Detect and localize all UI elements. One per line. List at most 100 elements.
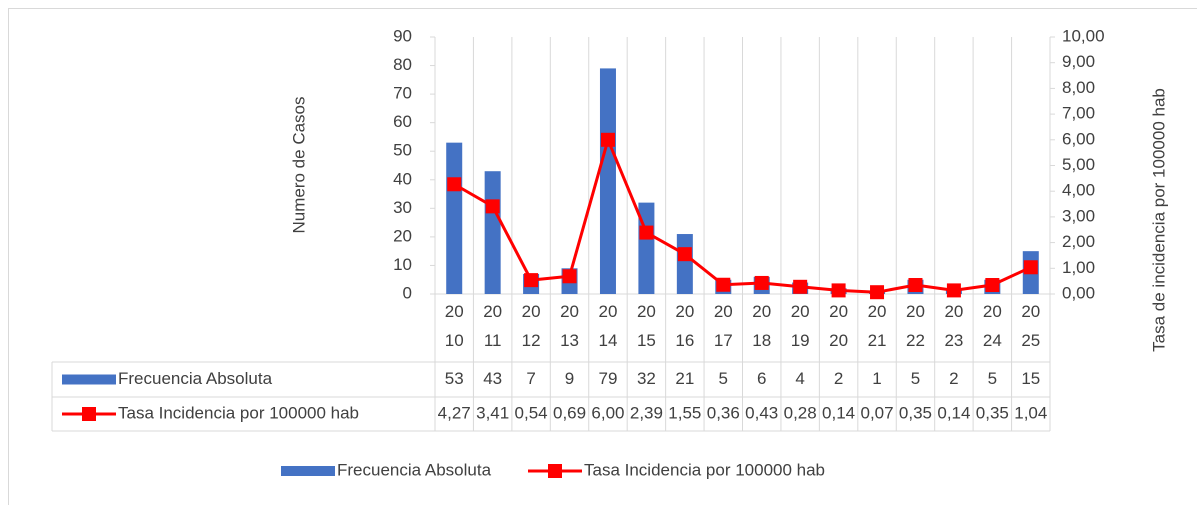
legend-key-marker xyxy=(548,464,562,478)
table-value: 2 xyxy=(949,369,958,388)
table-value: 6,00 xyxy=(591,403,624,422)
y2-tick-label: 10,00 xyxy=(1062,26,1105,45)
table-series-name: Frecuencia Absoluta xyxy=(118,369,273,388)
x-tick-label: 2010 xyxy=(444,302,464,350)
x-tick-label: 2022 xyxy=(906,302,925,350)
table-value: 5 xyxy=(911,369,920,388)
table-value: 0,07 xyxy=(860,403,893,422)
y2-axis-title: Tasa de incidencia por 100000 hab xyxy=(1149,88,1168,352)
y-tick-label: 90 xyxy=(393,26,412,45)
table-value: 3,41 xyxy=(476,403,509,422)
y-tick-label: 50 xyxy=(393,141,412,160)
x-tick-label: 2016 xyxy=(675,302,695,350)
table-value: 5 xyxy=(988,369,997,388)
bar xyxy=(676,234,693,294)
table-value: 21 xyxy=(675,369,694,388)
y2-tick-label: 1,00 xyxy=(1062,258,1095,277)
legend-key xyxy=(281,466,335,476)
y2-tick-label: 5,00 xyxy=(1062,155,1095,174)
table-legend-key xyxy=(62,374,116,385)
line-marker xyxy=(485,199,500,214)
table-value: 0,69 xyxy=(553,403,586,422)
table-value: 15 xyxy=(1021,369,1040,388)
line-marker xyxy=(754,275,769,290)
line-marker xyxy=(1023,260,1038,275)
line-marker xyxy=(793,279,808,294)
line xyxy=(453,135,1032,294)
y2-tick-label: 7,00 xyxy=(1062,104,1095,123)
line-marker xyxy=(600,132,615,147)
table-value: 0,14 xyxy=(822,403,855,422)
bar xyxy=(599,68,616,295)
x-tick-label: 2021 xyxy=(867,302,887,350)
x-tick-label: 2014 xyxy=(598,302,618,350)
x-tick-label: 2019 xyxy=(790,302,810,350)
x-tick-label: 2025 xyxy=(1021,302,1041,350)
table-value: 6 xyxy=(757,369,766,388)
line-marker xyxy=(870,285,885,300)
table-value: 1 xyxy=(872,369,881,388)
table-value: 4 xyxy=(795,369,804,388)
table-value: 0,36 xyxy=(707,403,740,422)
bar xyxy=(446,142,463,294)
chart-border xyxy=(8,8,1197,505)
table-value: 0,35 xyxy=(976,403,1009,422)
bar xyxy=(484,171,501,294)
y-tick-label: 40 xyxy=(393,169,412,188)
y2-tick-label: 0,00 xyxy=(1062,283,1095,302)
table-value: 0,43 xyxy=(745,403,778,422)
table-value: 0,28 xyxy=(784,403,817,422)
line-marker xyxy=(831,283,846,298)
y-tick-label: 70 xyxy=(393,84,412,103)
y-tick-label: 30 xyxy=(393,198,412,217)
y2-tick-label: 2,00 xyxy=(1062,232,1095,251)
line-marker xyxy=(677,247,692,262)
table-value: 1,55 xyxy=(668,403,701,422)
y2-tick-label: 4,00 xyxy=(1062,181,1095,200)
line-marker xyxy=(639,225,654,240)
x-tick-label: 2018 xyxy=(752,302,772,350)
line-marker xyxy=(985,278,1000,293)
y-tick-label: 10 xyxy=(393,255,412,274)
y-tick-label: 80 xyxy=(393,55,412,74)
table-series-name: Tasa Incidencia por 100000 hab xyxy=(118,403,359,422)
line-marker xyxy=(524,273,539,288)
table-value: 1,04 xyxy=(1014,403,1047,422)
table-value: 2,39 xyxy=(630,403,663,422)
y-axis-title: Numero de Casos xyxy=(289,96,308,233)
line-marker xyxy=(946,283,961,298)
x-tick-label: 2011 xyxy=(483,302,503,350)
line-marker xyxy=(562,269,577,284)
line-marker xyxy=(716,277,731,292)
x-tick-label: 2024 xyxy=(982,302,1002,350)
table-value: 0,54 xyxy=(515,403,548,422)
y-tick-label: 60 xyxy=(393,112,412,131)
y2-tick-label: 8,00 xyxy=(1062,78,1095,97)
table-value: 2 xyxy=(834,369,843,388)
x-tick-label: 2012 xyxy=(521,302,541,350)
table-legend-key-marker xyxy=(82,407,96,421)
x-tick-label: 2020 xyxy=(829,302,849,350)
x-tick-label: 2015 xyxy=(636,302,656,350)
x-tick-label: 2017 xyxy=(713,302,733,350)
table-value: 0,14 xyxy=(937,403,970,422)
legend-label: Tasa Incidencia por 100000 hab xyxy=(584,460,825,479)
y-tick-label: 20 xyxy=(393,226,412,245)
legend-label: Frecuencia Absoluta xyxy=(337,460,492,479)
table-value: 9 xyxy=(565,369,574,388)
y-tick-label: 0 xyxy=(403,283,412,302)
table-value: 43 xyxy=(483,369,502,388)
table-value: 53 xyxy=(445,369,464,388)
line-marker xyxy=(908,278,923,293)
y2-tick-label: 9,00 xyxy=(1062,52,1095,71)
table-value: 79 xyxy=(599,369,618,388)
table-value: 7 xyxy=(526,369,535,388)
x-tick-label: 2023 xyxy=(944,302,964,350)
table-value: 4,27 xyxy=(438,403,471,422)
y2-tick-label: 3,00 xyxy=(1062,206,1095,225)
table-value: 5 xyxy=(719,369,728,388)
table-value: 0,35 xyxy=(899,403,932,422)
line-marker xyxy=(447,177,462,192)
